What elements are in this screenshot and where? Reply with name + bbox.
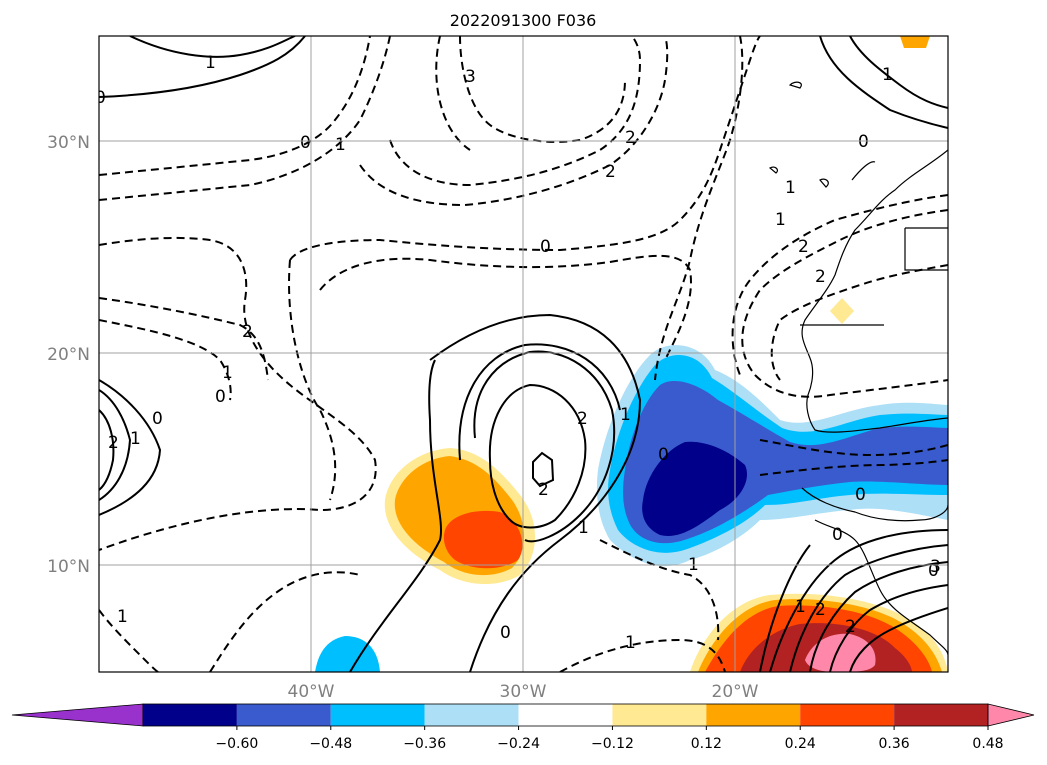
colorbar-tick-label: −0.24 xyxy=(497,736,540,752)
contour-label: 2 xyxy=(242,322,253,342)
colorbar-swatch xyxy=(143,704,237,726)
contour-label: 1 xyxy=(882,65,893,85)
contour-label: 2 xyxy=(577,409,588,429)
contour-label: 1 xyxy=(795,597,806,617)
contour-label: 1 xyxy=(130,429,141,449)
contour-label: 1 xyxy=(117,607,128,627)
lat-label-20n: 20°N xyxy=(47,345,90,365)
contour-label: 3 xyxy=(465,67,476,87)
colorbar-extend-low xyxy=(11,703,144,727)
contour-label: 2 xyxy=(815,267,826,287)
gridlines xyxy=(99,36,948,672)
contour-label: 0 xyxy=(855,485,866,505)
contour-label: 0 xyxy=(858,132,869,152)
colorbar-swatch xyxy=(800,704,895,726)
colorbar-swatch xyxy=(424,704,519,726)
map-area: 1 0 1 3 0 1 2 2 1 0 1 2 2 0 2 1 0 2 0 1 … xyxy=(95,36,948,672)
contour-label: 1 xyxy=(620,405,631,425)
colorbar-tick-label: −0.12 xyxy=(591,736,634,752)
contour-label: 1 xyxy=(205,53,216,73)
colorbar-tick-label: 0.12 xyxy=(691,736,722,752)
contour-label: 0 xyxy=(928,561,939,581)
colorbar: −0.60 −0.48 −0.36 −0.24 −0.12 0.12 0.24 0.36 0.4… xyxy=(11,703,1035,752)
contour-label: 2 xyxy=(845,617,856,637)
colorbar-frame xyxy=(142,703,989,727)
contour-lines xyxy=(99,36,948,672)
colorbar-swatch xyxy=(330,704,425,726)
colorbar-swatch xyxy=(894,704,988,726)
contour-label: 2 xyxy=(798,237,809,257)
lat-label-10n: 10°N xyxy=(47,557,90,577)
contour-label: 1 xyxy=(775,210,786,230)
contour-label: 1 xyxy=(785,178,796,198)
contour-label: 2 xyxy=(815,600,826,620)
contour-label: 1 xyxy=(578,518,589,538)
coastlines xyxy=(768,81,948,656)
contour-label: 0 xyxy=(832,525,843,545)
colorbar-tick-label: 0.24 xyxy=(785,736,816,752)
colorbar-tick-label: 0.36 xyxy=(879,736,910,752)
latitude-labels: 30°N 20°N 10°N xyxy=(47,133,90,577)
map-frame xyxy=(98,35,949,673)
colorbar-tick-label: −0.36 xyxy=(403,736,446,752)
lon-label-40w: 40°W xyxy=(288,682,335,702)
contour-label: 0 xyxy=(215,387,226,407)
shaded-anomaly-fields xyxy=(315,36,948,672)
colorbar-swatch xyxy=(236,704,331,726)
contour-label: 0 xyxy=(95,88,106,108)
colorbar-swatch xyxy=(612,704,707,726)
longitude-labels: 40°W 30°W 20°W xyxy=(288,682,759,702)
contour-label: 0 xyxy=(500,623,511,643)
contour-label: 1 xyxy=(335,135,346,155)
contour-label: 0 xyxy=(658,445,669,465)
colorbar-swatch xyxy=(518,704,613,726)
colorbar-extend-high xyxy=(987,703,1035,727)
lon-label-30w: 30°W xyxy=(500,682,547,702)
colorbar-tick-label: −0.48 xyxy=(309,736,352,752)
colorbar-tick-label: −0.60 xyxy=(215,736,258,752)
contour-label: 0 xyxy=(300,133,311,153)
contour-label: 3 xyxy=(930,557,941,577)
lat-label-30n: 30°N xyxy=(47,133,90,153)
colorbar-swatch xyxy=(706,704,801,726)
contour-label: 0 xyxy=(152,409,163,429)
contour-label: 2 xyxy=(538,480,549,500)
map-title: 2022091300 F036 xyxy=(450,11,597,30)
lon-label-20w: 20°W xyxy=(712,682,759,702)
contour-label: 1 xyxy=(222,363,233,383)
contour-label: 1 xyxy=(625,633,636,653)
contour-label: 2 xyxy=(605,162,616,182)
colorbar-tick-label: 0.48 xyxy=(972,736,1003,752)
contour-label: 0 xyxy=(540,237,551,257)
contour-label: 2 xyxy=(625,128,636,148)
contour-label: 2 xyxy=(108,433,119,453)
dashed-contour-lines xyxy=(99,36,948,672)
